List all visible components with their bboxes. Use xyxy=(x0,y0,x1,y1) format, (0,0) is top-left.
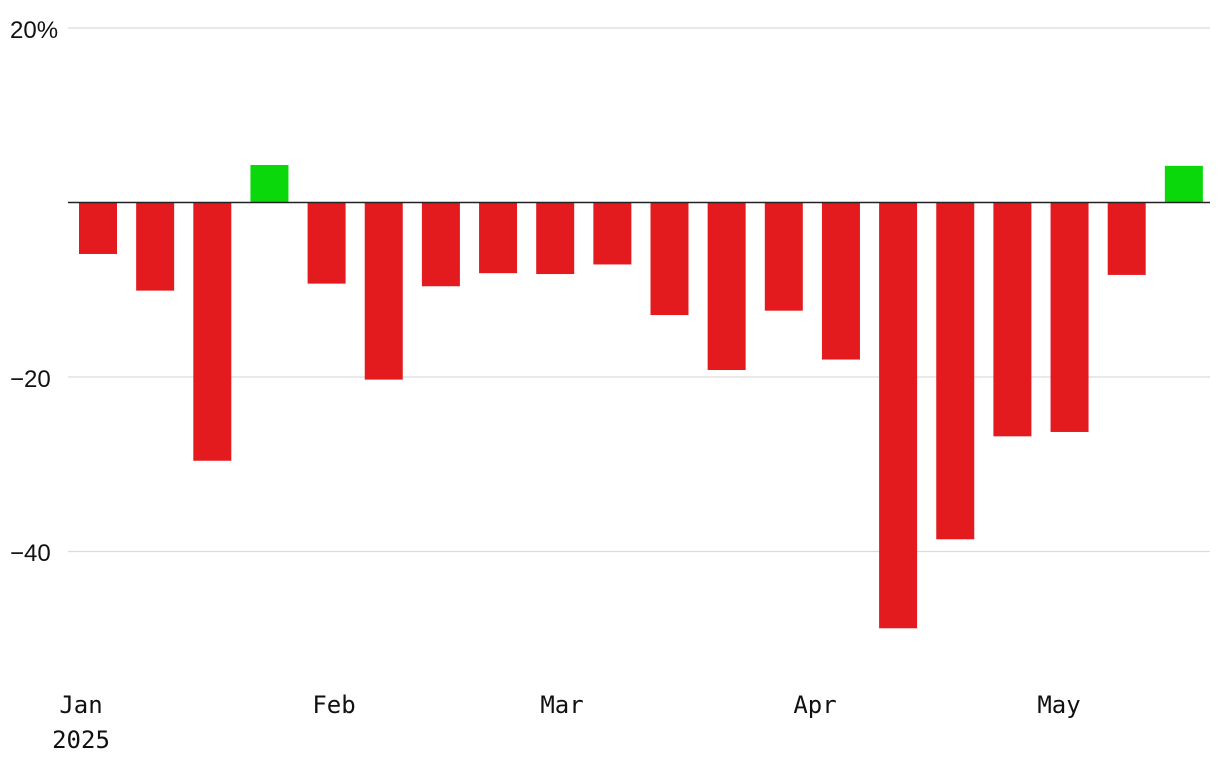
y-axis-tick-labels: 20% −20 −40 xyxy=(10,17,58,567)
bar-13 xyxy=(821,202,860,360)
bar-2 xyxy=(193,202,232,461)
bar-14 xyxy=(879,202,918,629)
bar-1 xyxy=(136,202,175,291)
bar-12 xyxy=(764,202,803,311)
x-tick-label-feb: Feb xyxy=(312,691,355,719)
bar-6 xyxy=(421,202,460,287)
bar-15 xyxy=(936,202,975,540)
bar-5 xyxy=(364,202,403,380)
x-axis-labels: Jan 2025 Feb Mar Apr May xyxy=(52,691,1081,754)
bar-19 xyxy=(1164,165,1203,203)
bar-0 xyxy=(79,202,117,254)
y-tick-label-20: 20% xyxy=(10,17,58,44)
bar-3 xyxy=(250,164,289,203)
y-tick-label-minus-40: −40 xyxy=(10,540,51,567)
bar-10 xyxy=(650,202,689,316)
bar-11 xyxy=(707,202,746,371)
bar-9 xyxy=(593,202,632,265)
x-tick-label-jan: Jan xyxy=(59,691,102,719)
bar-16 xyxy=(993,202,1032,437)
bars xyxy=(79,164,1203,629)
bar-18 xyxy=(1107,202,1146,275)
x-tick-label-apr: Apr xyxy=(793,691,836,719)
x-tick-label-mar: Mar xyxy=(540,691,583,719)
bar-17 xyxy=(1050,202,1089,432)
x-tick-label-year: 2025 xyxy=(52,726,110,754)
bar-8 xyxy=(536,202,575,275)
bar-7 xyxy=(479,202,518,274)
grid-lines xyxy=(68,27,1210,553)
y-tick-label-minus-20: −20 xyxy=(10,366,51,393)
x-tick-label-may: May xyxy=(1037,691,1080,719)
bar-4 xyxy=(307,202,346,284)
